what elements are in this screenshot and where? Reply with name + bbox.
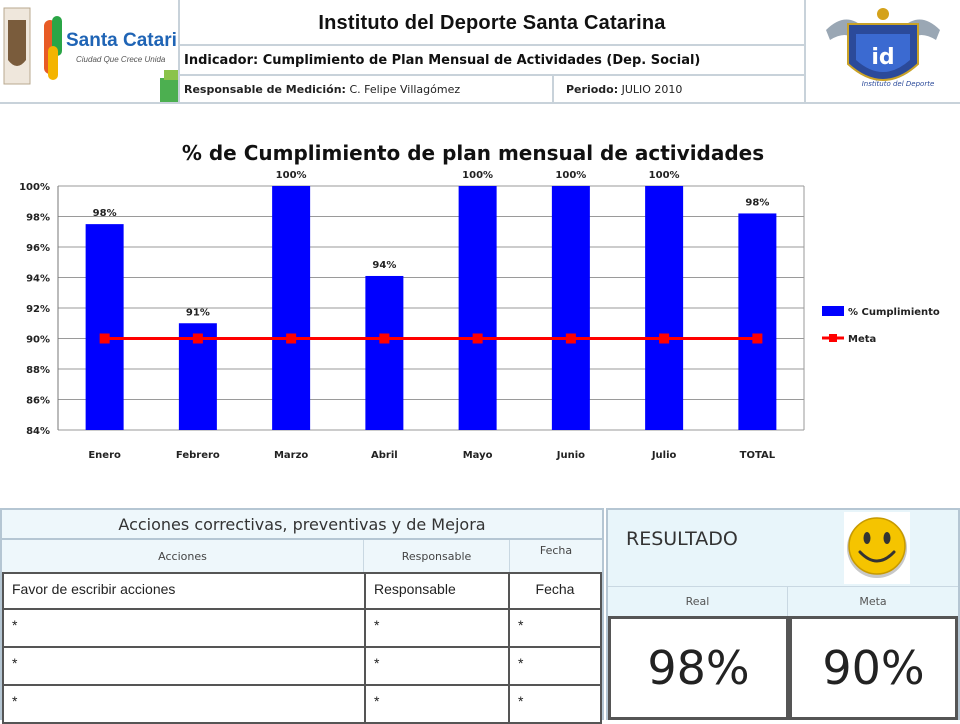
bar [645, 186, 684, 430]
meta-point [565, 333, 576, 344]
data-label: 91% [186, 307, 210, 318]
legend-label-cumplimiento: % Cumplimiento [848, 307, 940, 318]
actions-title: Acciones correctivas, preventivas y de M… [2, 510, 602, 540]
actions-header-acciones: Acciones [2, 540, 364, 580]
data-label: 94% [372, 260, 396, 271]
action-cell[interactable]: * [364, 608, 510, 648]
action-cell[interactable]: * [2, 684, 366, 724]
x-tick-label: Enero [88, 450, 121, 461]
bar [551, 186, 590, 430]
action-cell[interactable]: Fecha [508, 572, 602, 610]
actions-header-fecha: Fecha [539, 544, 573, 557]
cumplimiento-chart: % de Cumplimiento de plan mensual de act… [19, 141, 940, 461]
action-cell[interactable]: * [364, 684, 510, 724]
y-tick-label: 98% [26, 213, 50, 224]
data-label: 100% [462, 170, 493, 181]
actions-panel: Acciones correctivas, preventivas y de M… [0, 508, 604, 724]
meta-point [472, 333, 483, 344]
x-tick-label: TOTAL [740, 450, 776, 461]
y-tick-label: 86% [26, 396, 50, 407]
y-tick-label: 92% [26, 304, 50, 315]
actions-header-responsable: Responsable [364, 540, 510, 580]
result-label: RESULTADO [626, 528, 738, 550]
x-tick-label: Junio [556, 450, 585, 461]
action-cell[interactable]: Responsable [364, 572, 510, 610]
meta-point [99, 333, 110, 344]
meta-point [659, 333, 670, 344]
result-panel: RESULTADO Real Meta 98% 90% [606, 508, 960, 720]
chart-container: % de Cumplimiento de plan mensual de act… [0, 130, 960, 470]
meta-point [286, 333, 297, 344]
data-label: 100% [649, 170, 680, 181]
x-tick-label: Abril [371, 450, 398, 461]
header-center: Instituto del Deporte Santa Catarina Ind… [180, 0, 804, 104]
legend-label-meta: Meta [848, 334, 876, 345]
action-cell[interactable]: * [2, 646, 366, 686]
bar [738, 213, 777, 430]
y-tick-label: 84% [26, 426, 50, 437]
instituto-deporte-logo: id Instituto del Deporte [826, 8, 940, 88]
real-label: Real [608, 586, 788, 616]
responsable-row: Responsable de Medición: C. Felipe Villa… [180, 76, 554, 104]
meta-point [379, 333, 390, 344]
action-cell[interactable]: * [508, 608, 602, 648]
logo-right-text: id [871, 45, 894, 70]
responsable-name: C. Felipe Villagómez [349, 83, 461, 96]
logo-left: Santa Catarina Ciudad Que Crece Unida [0, 0, 199, 104]
meta-value: 90% [789, 616, 958, 720]
y-tick-label: 100% [19, 182, 50, 193]
smiley-icon [844, 512, 910, 584]
data-label: 98% [745, 197, 769, 208]
periodo-value: JULIO 2010 [621, 83, 683, 96]
x-tick-label: Julio [651, 450, 677, 461]
periodo-row: Periodo: JULIO 2010 [554, 76, 804, 104]
action-cell[interactable]: * [364, 646, 510, 686]
y-tick-label: 90% [26, 335, 50, 346]
meta-point [752, 333, 763, 344]
x-tick-label: Mayo [463, 450, 493, 461]
indicator-label: Indicador: Cumplimiento de Plan Mensual … [180, 46, 804, 76]
bar [272, 186, 311, 430]
bar [365, 275, 404, 430]
chart-title: % de Cumplimiento de plan mensual de act… [182, 141, 764, 165]
periodo-label: Periodo: [566, 83, 619, 96]
action-cell[interactable]: * [508, 684, 602, 724]
meta-point [192, 333, 203, 344]
y-tick-label: 94% [26, 274, 50, 285]
legend-marker-meta [829, 334, 837, 342]
action-cell[interactable]: Favor de escribir acciones [2, 572, 366, 610]
data-label: 98% [93, 208, 117, 219]
logo-left-text: Santa Catarina [66, 30, 178, 51]
logo-right-caption: Instituto del Deporte [862, 80, 935, 88]
bar [458, 186, 497, 430]
meta-label: Meta [788, 586, 958, 616]
real-value: 98% [608, 616, 789, 720]
logo-left-tagline: Ciudad Que Crece Unida [76, 55, 166, 64]
responsable-label: Responsable de Medición: [184, 83, 346, 96]
action-cell[interactable]: * [508, 646, 602, 686]
bar [85, 224, 124, 430]
data-label: 100% [555, 170, 586, 181]
x-tick-label: Febrero [176, 450, 220, 461]
y-tick-label: 96% [26, 243, 50, 254]
x-tick-label: Marzo [274, 450, 308, 461]
santa-catarina-logo: Santa Catarina Ciudad Que Crece Unida [3, 7, 199, 102]
action-cell[interactable]: * [2, 608, 366, 648]
legend-swatch-cumplimiento [822, 306, 844, 316]
y-tick-label: 88% [26, 365, 50, 376]
logo-right: id Instituto del Deporte [804, 0, 960, 104]
page-title: Instituto del Deporte Santa Catarina [180, 0, 804, 46]
data-label: 100% [276, 170, 307, 181]
